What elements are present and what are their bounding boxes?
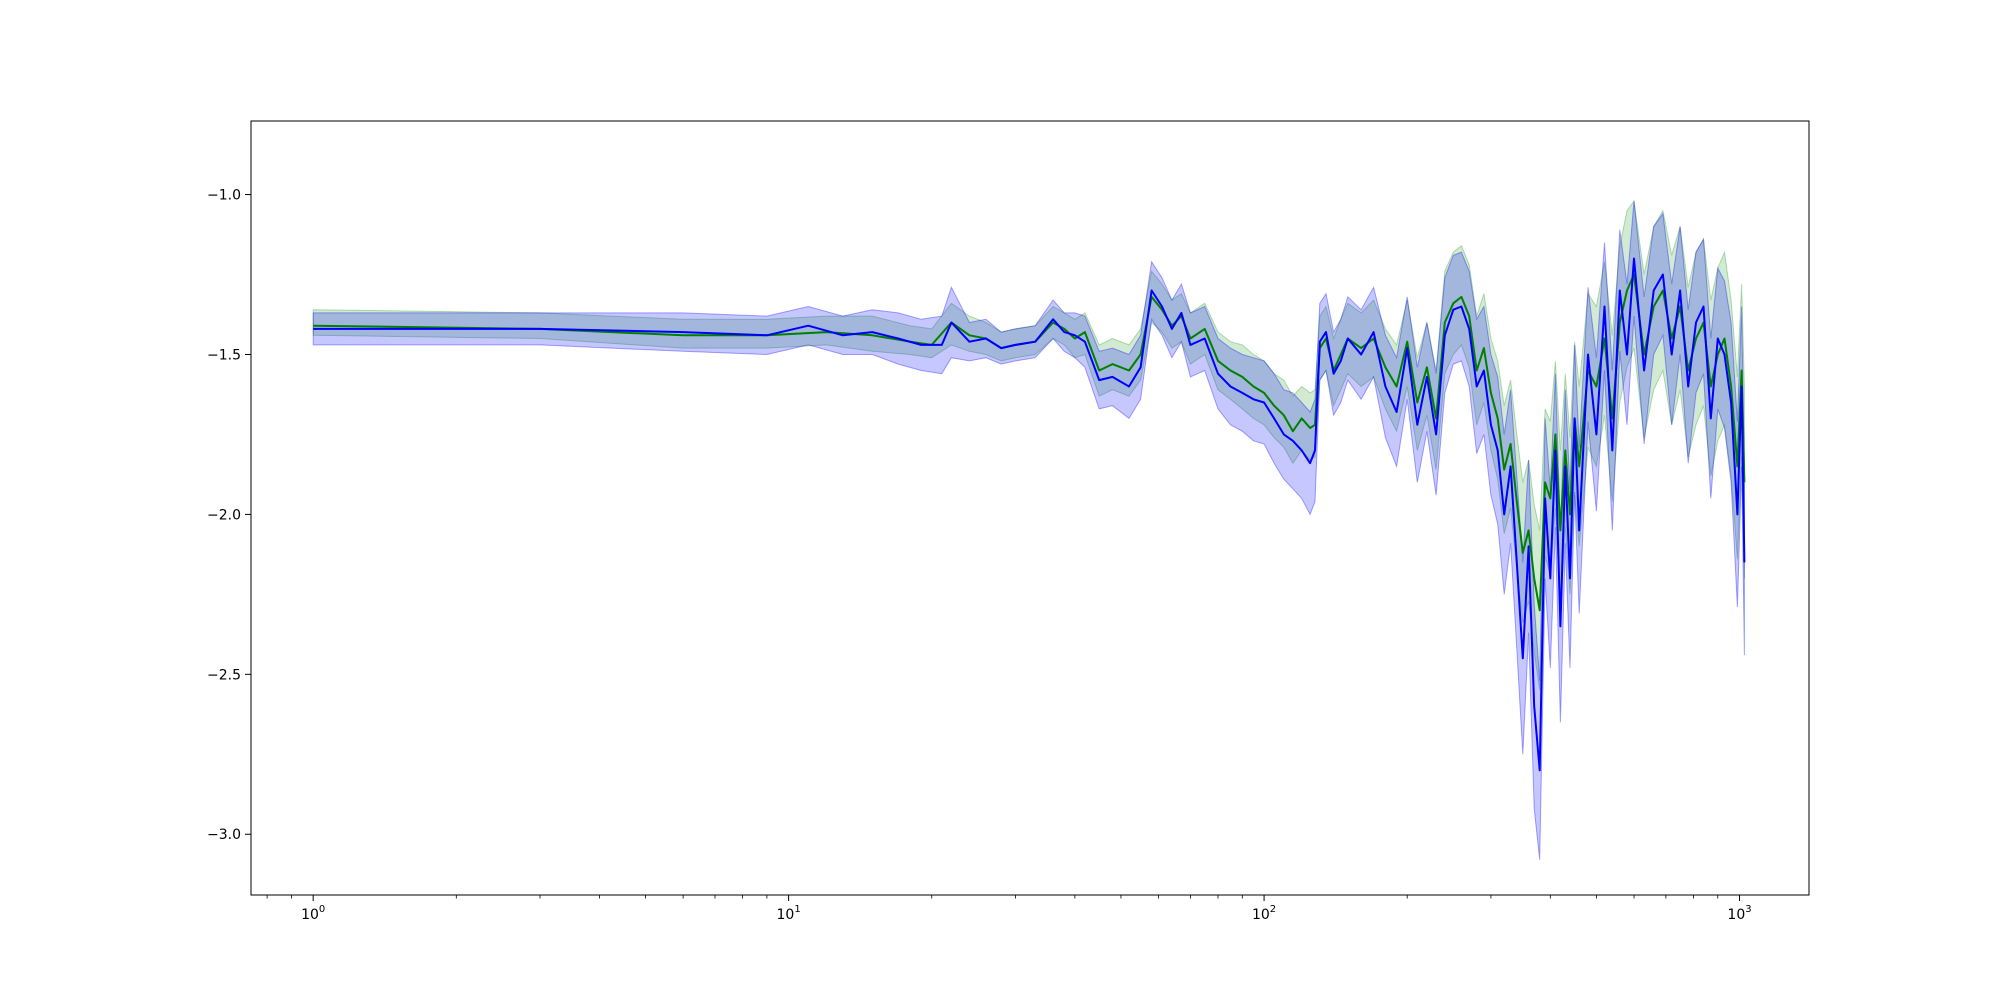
y-tick-label: −1.5 — [207, 347, 241, 363]
y-axis: −1.0 −1.5 −2.0 −2.5 −3.0 — [207, 188, 251, 843]
y-tick-label: −2.5 — [207, 667, 241, 683]
series-2-band — [312, 200, 1745, 860]
x-tick-label: 100 — [301, 904, 325, 923]
x-axis: 100 101 102 103 — [266, 895, 1752, 923]
y-tick-label: −2.0 — [207, 507, 241, 523]
plot-area-frame — [250, 120, 1810, 896]
x-tick-label: 101 — [777, 904, 801, 923]
y-tick-label: −3.0 — [207, 827, 241, 843]
x-tick-label: 103 — [1727, 904, 1751, 923]
series-2-line — [313, 257, 1746, 772]
series-1-band — [312, 199, 1745, 691]
series-lines — [313, 257, 1746, 772]
x-tick-label: 102 — [1252, 904, 1276, 923]
series-1-line — [313, 273, 1746, 612]
confidence-bands — [312, 199, 1745, 860]
y-tick-label: −1.0 — [207, 188, 241, 204]
